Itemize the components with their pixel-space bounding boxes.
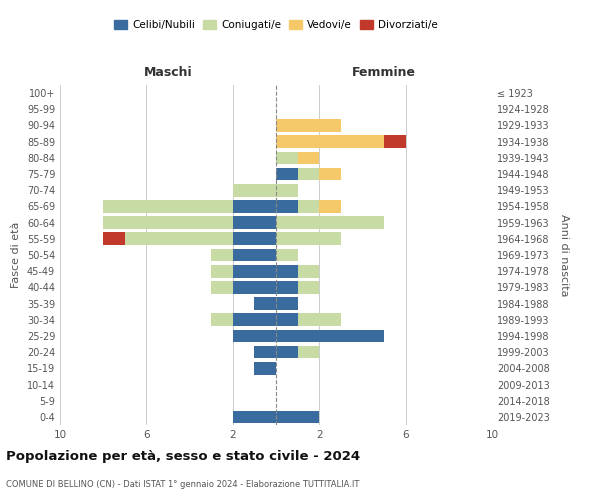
Bar [233, 314, 276, 326]
Bar [276, 248, 298, 262]
Bar [319, 168, 341, 180]
Text: Femmine: Femmine [352, 66, 416, 78]
Bar [233, 281, 276, 293]
Bar [276, 200, 298, 212]
Bar [211, 281, 233, 293]
Bar [276, 168, 298, 180]
Bar [298, 200, 319, 212]
Text: COMUNE DI BELLINO (CN) - Dati ISTAT 1° gennaio 2024 - Elaborazione TUTTITALIA.IT: COMUNE DI BELLINO (CN) - Dati ISTAT 1° g… [6, 480, 359, 489]
Bar [125, 232, 233, 245]
Bar [276, 314, 298, 326]
Bar [276, 232, 341, 245]
Bar [276, 152, 298, 164]
Bar [211, 248, 233, 262]
Legend: Celibi/Nubili, Coniugati/e, Vedovi/e, Divorziati/e: Celibi/Nubili, Coniugati/e, Vedovi/e, Di… [110, 16, 442, 34]
Bar [298, 168, 319, 180]
Bar [233, 184, 276, 196]
Text: Popolazione per età, sesso e stato civile - 2024: Popolazione per età, sesso e stato civil… [6, 450, 360, 463]
Bar [384, 136, 406, 148]
Bar [276, 346, 298, 358]
Bar [276, 136, 384, 148]
Bar [298, 346, 319, 358]
Bar [276, 216, 384, 229]
Bar [276, 298, 298, 310]
Bar [298, 281, 319, 293]
Bar [233, 232, 276, 245]
Bar [254, 346, 276, 358]
Y-axis label: Fasce di età: Fasce di età [11, 222, 21, 288]
Bar [276, 119, 341, 132]
Bar [298, 265, 319, 278]
Y-axis label: Anni di nascita: Anni di nascita [559, 214, 569, 296]
Bar [276, 330, 384, 342]
Bar [298, 314, 341, 326]
Bar [298, 152, 319, 164]
Bar [233, 216, 276, 229]
Bar [276, 281, 298, 293]
Bar [103, 232, 125, 245]
Bar [319, 200, 341, 212]
Bar [103, 216, 233, 229]
Bar [233, 410, 276, 423]
Bar [276, 410, 319, 423]
Text: Maschi: Maschi [143, 66, 193, 78]
Bar [233, 265, 276, 278]
Bar [254, 298, 276, 310]
Bar [211, 314, 233, 326]
Bar [233, 330, 276, 342]
Bar [276, 265, 298, 278]
Bar [103, 200, 233, 212]
Bar [254, 362, 276, 374]
Bar [233, 248, 276, 262]
Bar [276, 184, 298, 196]
Bar [233, 200, 276, 212]
Bar [211, 265, 233, 278]
